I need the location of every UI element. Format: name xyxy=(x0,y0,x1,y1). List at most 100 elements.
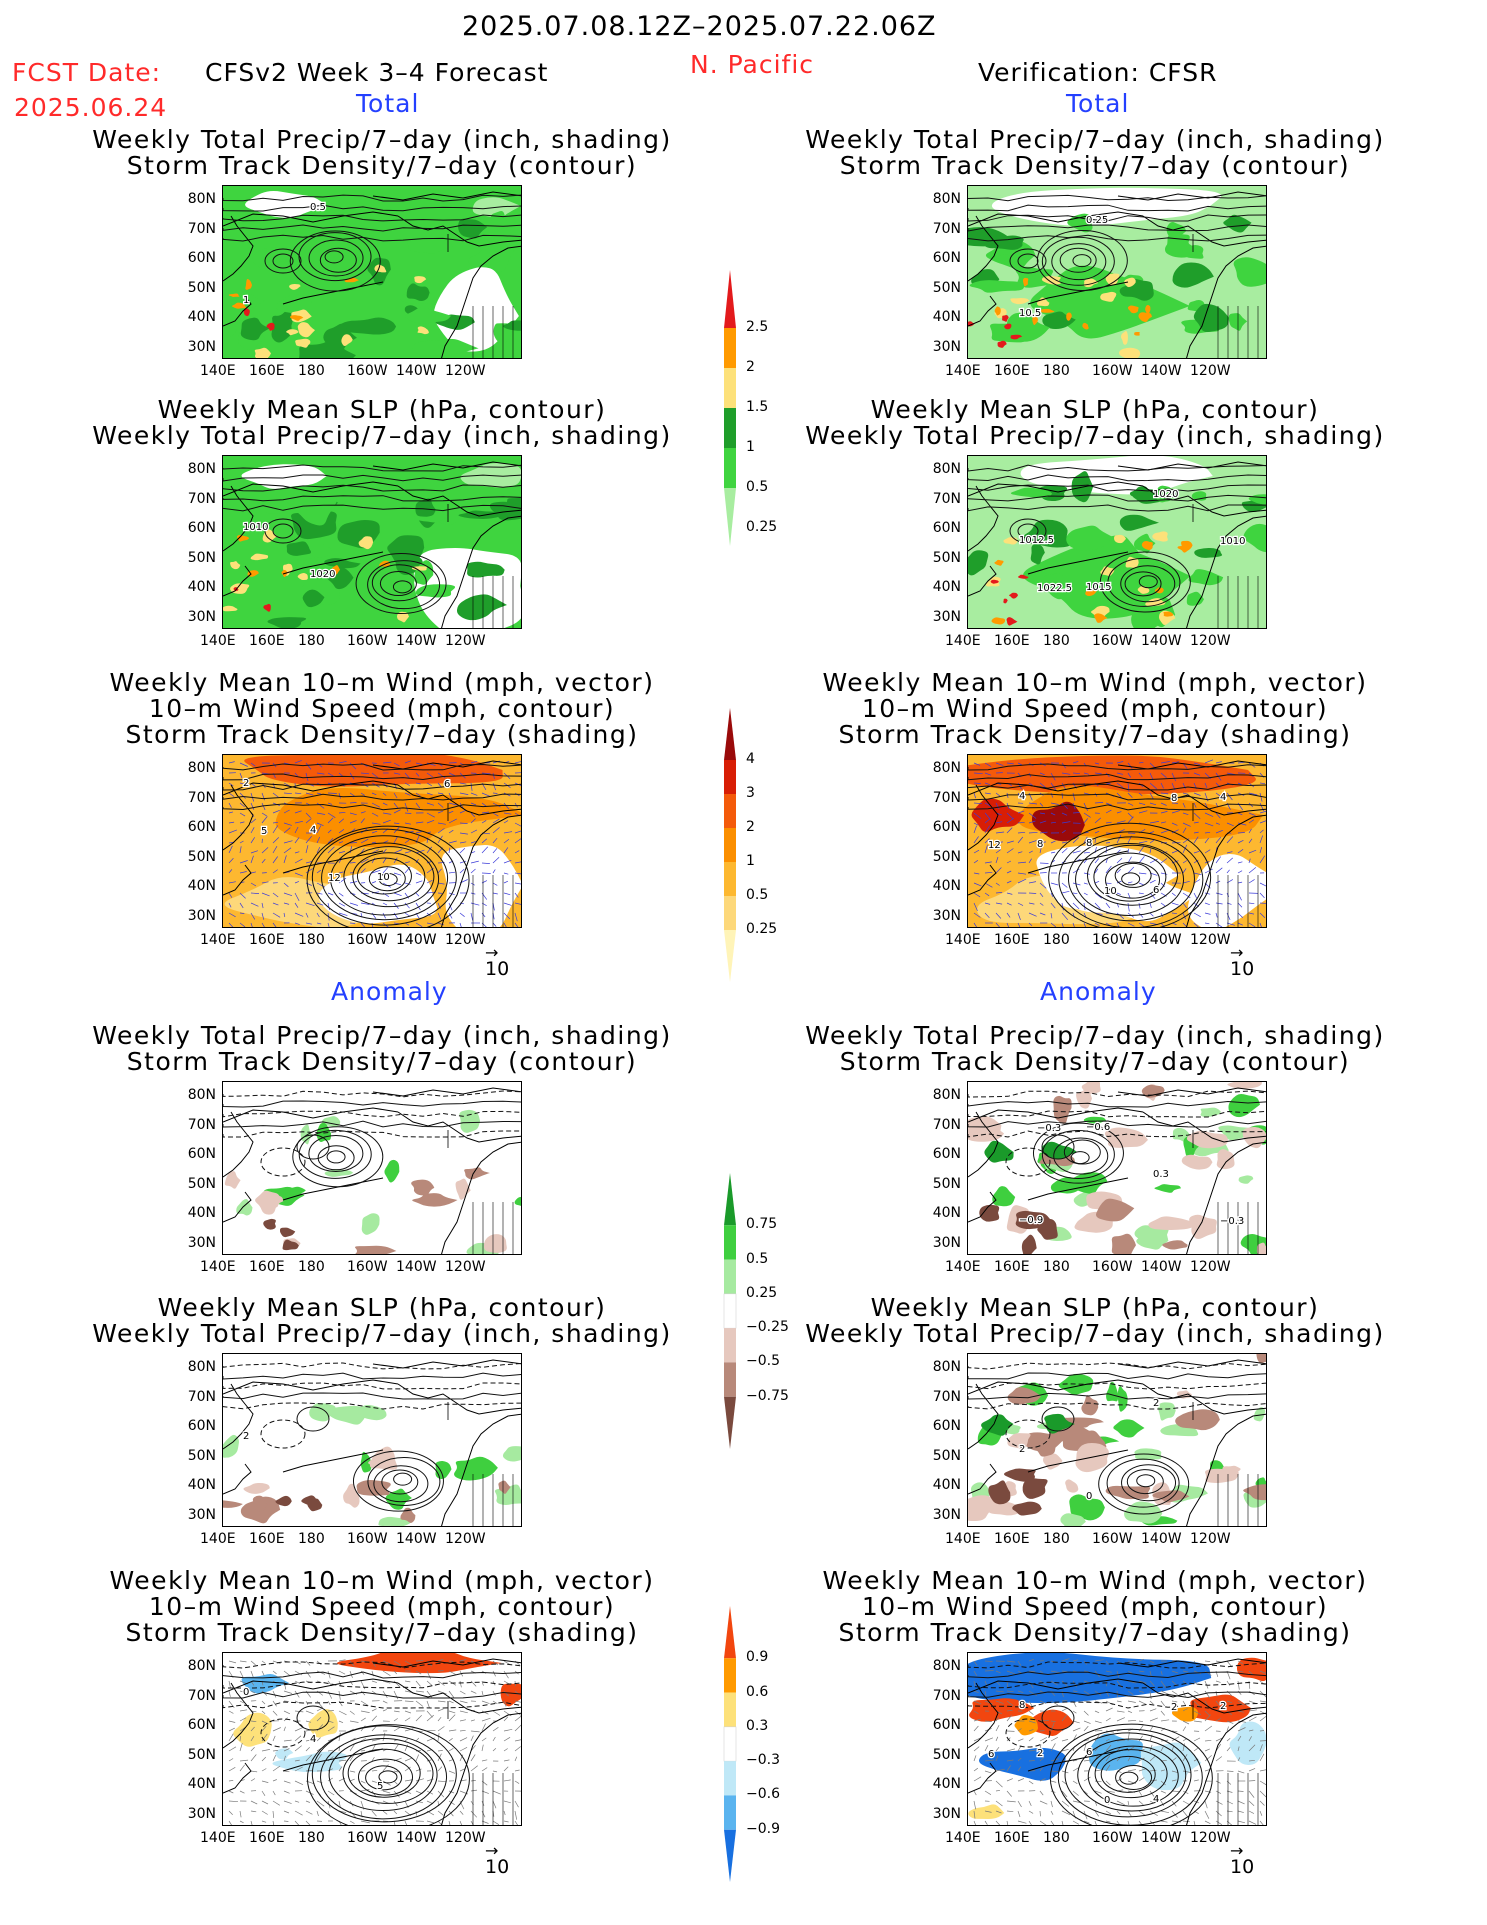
wind-vector xyxy=(283,855,287,864)
wind-vector xyxy=(272,1779,277,1782)
wind-vector xyxy=(338,871,344,874)
wind-vector xyxy=(1138,1670,1145,1673)
contour-label: 0 xyxy=(1104,1795,1110,1806)
wind-vector xyxy=(470,782,473,791)
wind-vector xyxy=(294,1680,301,1684)
lon-tick-label: 160W xyxy=(347,1259,388,1275)
colorbar-segment xyxy=(724,1795,736,1830)
wind-vector xyxy=(1248,849,1257,854)
wind-vector xyxy=(995,922,1000,927)
wind-vector xyxy=(503,892,511,896)
wind-vector xyxy=(448,1710,456,1714)
coastline xyxy=(223,1682,254,1749)
wind-vector xyxy=(1138,1700,1147,1706)
shading-region xyxy=(337,1653,502,1674)
wind-vector xyxy=(1193,1820,1196,1825)
wind-vector xyxy=(305,845,309,854)
shading-region xyxy=(1066,312,1072,321)
wind-vector xyxy=(316,772,325,775)
wind-vector xyxy=(415,1715,422,1722)
wind-vector xyxy=(360,818,365,824)
wind-vector xyxy=(415,802,421,809)
wind-vector xyxy=(514,882,521,885)
coastline xyxy=(223,864,252,896)
wind-vector xyxy=(1182,802,1186,808)
wind-vector xyxy=(1248,1736,1252,1742)
wind-vector xyxy=(459,1768,466,1772)
wind-vector xyxy=(426,1714,434,1722)
lat-tick-label: 30N xyxy=(932,1234,961,1251)
coastline xyxy=(441,814,521,927)
wind-vector xyxy=(1171,792,1178,795)
lat-tick-label: 60N xyxy=(932,1418,961,1434)
wind-vector xyxy=(1072,1690,1078,1692)
lat-tick-label: 70N xyxy=(187,220,216,237)
wind-vector xyxy=(261,1768,267,1772)
wind-vector xyxy=(360,868,366,874)
shading-region xyxy=(1031,801,1085,842)
wind-vector xyxy=(272,1735,276,1742)
wind-vector xyxy=(382,1732,386,1742)
wind-vector xyxy=(1138,761,1144,764)
wind-vector xyxy=(360,902,370,905)
wind-vector xyxy=(973,1725,979,1732)
wind-vector xyxy=(973,872,980,875)
shading-region xyxy=(241,464,327,489)
wind-vector xyxy=(1149,1660,1155,1664)
wind-vector xyxy=(261,1733,268,1742)
wind-vector xyxy=(1149,1800,1154,1804)
wind-vector xyxy=(239,1700,245,1704)
wind-vector xyxy=(1204,1714,1211,1722)
wind-vector xyxy=(984,825,990,834)
wind-vector xyxy=(1204,849,1211,854)
contour-line xyxy=(347,1748,421,1798)
map-plot: 10.5 xyxy=(223,186,521,358)
panel-title-line: Weekly Mean SLP (hPa, contour) xyxy=(870,1293,1320,1322)
wind-vector xyxy=(1248,812,1256,817)
wind-vector xyxy=(1006,762,1014,765)
wind-vector xyxy=(1083,812,1091,818)
map-panel: 1012.5 1015 1020 1010 1022.5 xyxy=(967,455,1267,629)
contour-label: 6 xyxy=(988,1749,994,1760)
map-panel: 2 xyxy=(222,1353,522,1527)
wind-vector xyxy=(437,1658,444,1662)
contour-line xyxy=(1098,1453,1190,1515)
colorbar-storm_anom xyxy=(723,1606,737,1882)
wind-vector xyxy=(1226,1770,1234,1772)
wind-vector xyxy=(404,839,410,844)
wind-vector xyxy=(393,1718,398,1722)
contour-line xyxy=(968,1110,1266,1118)
wind-vector xyxy=(1105,821,1112,824)
wind-vector xyxy=(1226,912,1231,921)
wind-vector xyxy=(261,902,264,909)
wind-vector xyxy=(404,1790,412,1794)
wind-vector xyxy=(426,1729,436,1732)
wind-vector xyxy=(448,1800,455,1805)
shading-region xyxy=(279,1227,296,1238)
wind-vector xyxy=(393,1710,400,1713)
lon-tick-label: 120W xyxy=(1190,363,1231,379)
wind-vector xyxy=(437,922,445,926)
wind-vector xyxy=(404,1738,409,1742)
wind-vector xyxy=(492,812,499,817)
lon-tick-label: 180 xyxy=(1043,363,1070,379)
wind-vector xyxy=(1105,1764,1111,1772)
contour-line xyxy=(306,825,470,927)
wind-vector xyxy=(470,1765,478,1772)
wind-vector xyxy=(382,761,392,764)
shading-region xyxy=(456,594,507,621)
coastline xyxy=(397,1111,521,1143)
shading-region xyxy=(290,315,304,321)
wind-vector xyxy=(1171,761,1180,764)
wind-vector xyxy=(1259,855,1266,864)
wind-vector xyxy=(492,882,498,886)
coastline xyxy=(223,565,252,597)
wind-vector xyxy=(272,846,278,854)
shading-region xyxy=(384,1159,400,1183)
colorbar-label: 0.6 xyxy=(746,1683,769,1700)
shading-region xyxy=(1256,1242,1266,1254)
wind-vector xyxy=(404,772,410,779)
shading-region xyxy=(991,617,1005,625)
